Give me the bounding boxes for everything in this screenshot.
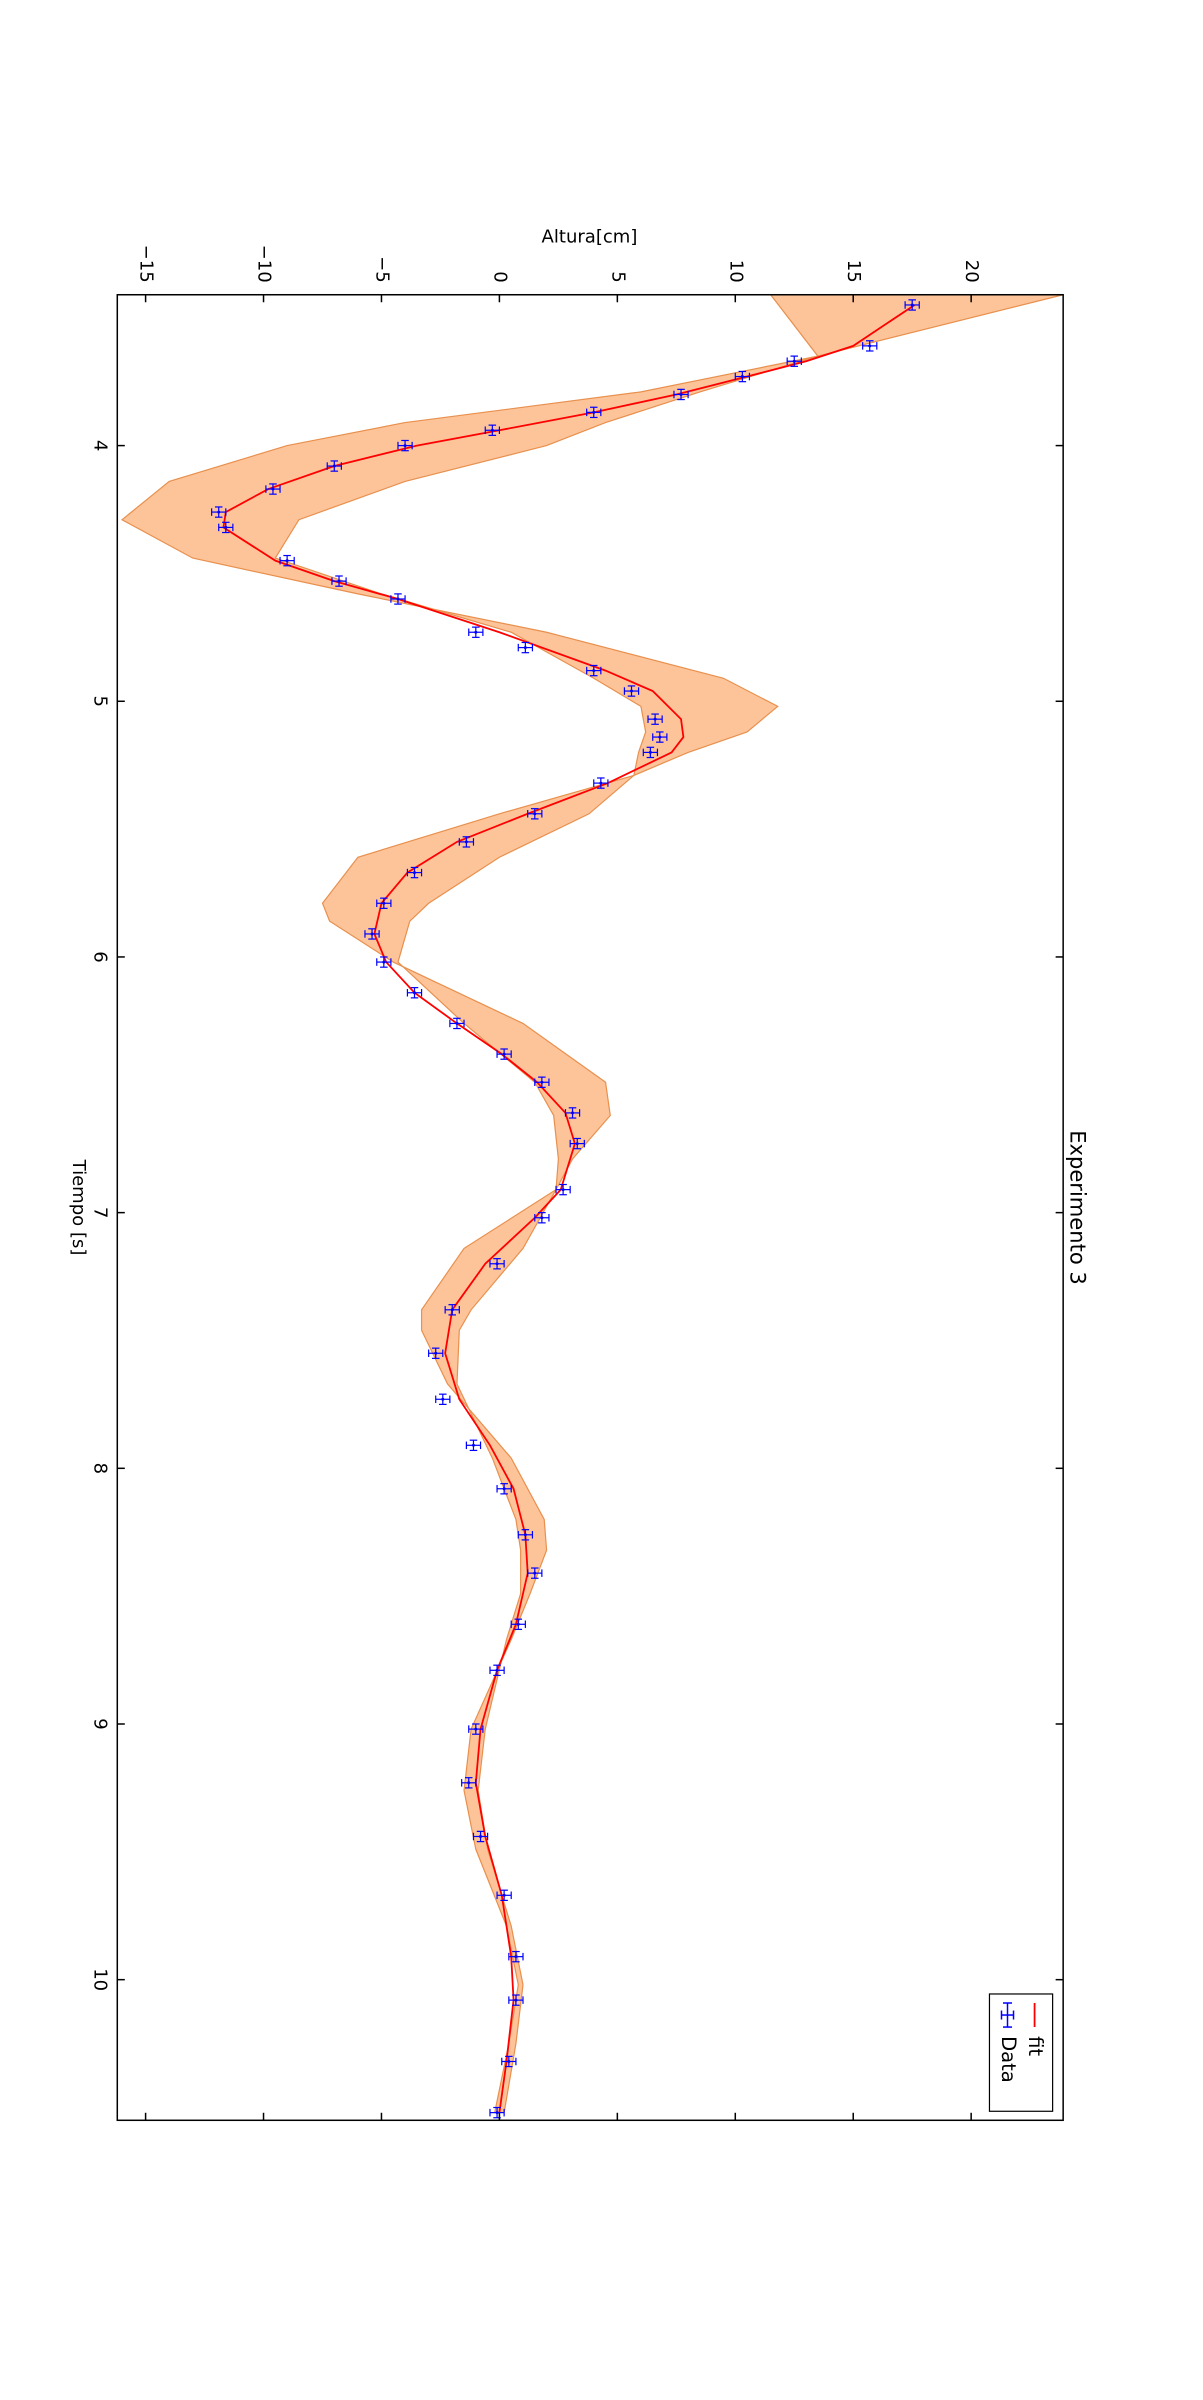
legend-box xyxy=(988,1993,1054,2112)
data-point xyxy=(653,717,657,721)
data-point xyxy=(502,1052,506,1056)
data-point xyxy=(648,750,652,754)
y-tick-label: −10 xyxy=(254,245,275,283)
data-point xyxy=(740,375,744,379)
data-point xyxy=(224,525,228,529)
y-tick-label: 15 xyxy=(843,260,864,283)
x-tick-label: 6 xyxy=(89,951,110,962)
data-point xyxy=(403,444,407,448)
data-point xyxy=(533,1571,537,1575)
data-point xyxy=(533,812,537,816)
data-point xyxy=(370,932,374,936)
data-point xyxy=(599,781,603,785)
data-point xyxy=(502,1487,506,1491)
data-point xyxy=(467,1781,471,1785)
data-point xyxy=(523,1533,527,1537)
data-point xyxy=(658,735,662,739)
data-point xyxy=(382,960,386,964)
data-point xyxy=(495,1262,499,1266)
legend-label: Data xyxy=(997,2036,1020,2083)
data-point xyxy=(434,1351,438,1355)
plot-frame xyxy=(116,293,1064,2122)
data-point xyxy=(868,344,872,348)
data-point xyxy=(792,359,796,363)
data-point xyxy=(571,1111,575,1115)
y-tick-label: 10 xyxy=(725,260,746,283)
data-point xyxy=(507,2059,511,2063)
y-tick-label: 5 xyxy=(607,271,628,282)
x-tick-label: 8 xyxy=(89,1463,110,1474)
data-point xyxy=(441,1397,445,1401)
data-point xyxy=(474,1727,478,1731)
data-point xyxy=(450,1308,454,1312)
confidence-band xyxy=(122,294,1064,2113)
x-tick-label: 10 xyxy=(89,1968,110,1991)
data-point xyxy=(514,1998,518,2002)
data-point xyxy=(592,410,596,414)
x-tick-label: 5 xyxy=(89,696,110,707)
x-tick-label: 7 xyxy=(89,1207,110,1218)
y-tick-label: 20 xyxy=(961,260,982,283)
data-point xyxy=(464,840,468,844)
data-point xyxy=(332,464,336,468)
data-point xyxy=(540,1216,544,1220)
data-point xyxy=(495,2111,499,2115)
data-point xyxy=(479,1834,483,1838)
x-tick-label: 9 xyxy=(89,1718,110,1729)
data-point xyxy=(474,630,478,634)
data-point xyxy=(629,689,634,693)
data-point xyxy=(523,646,527,650)
data-point xyxy=(540,1080,544,1084)
data-point xyxy=(455,1021,459,1025)
data-point xyxy=(910,303,914,307)
fit-line xyxy=(222,304,916,2113)
data-point xyxy=(271,487,275,491)
y-tick-label: 0 xyxy=(489,271,510,282)
y-tick-label: −15 xyxy=(136,245,157,283)
data-point xyxy=(495,1668,499,1672)
y-axis-label: Altura[cm] xyxy=(542,227,638,248)
data-point xyxy=(382,901,386,905)
data-point xyxy=(285,559,289,563)
data-point xyxy=(502,1893,506,1897)
data-point xyxy=(679,392,683,396)
data-point xyxy=(592,669,596,673)
data-point xyxy=(412,991,416,995)
x-axis-label: Tiempo [s] xyxy=(68,1159,89,1256)
data-point xyxy=(396,597,400,601)
data-point xyxy=(217,510,221,514)
data-point xyxy=(337,579,341,583)
data-point xyxy=(471,1443,475,1447)
y-tick-label: −5 xyxy=(371,256,392,283)
data-point xyxy=(514,1955,518,1959)
x-tick-label: 4 xyxy=(89,440,110,451)
data-point xyxy=(516,1622,520,1626)
chart-title: Experimento 3 xyxy=(1066,1130,1091,1285)
legend-label: fit xyxy=(1024,2036,1047,2056)
data-point xyxy=(490,428,494,432)
data-point xyxy=(561,1188,565,1192)
data-point xyxy=(575,1142,579,1146)
data-point xyxy=(412,871,416,875)
